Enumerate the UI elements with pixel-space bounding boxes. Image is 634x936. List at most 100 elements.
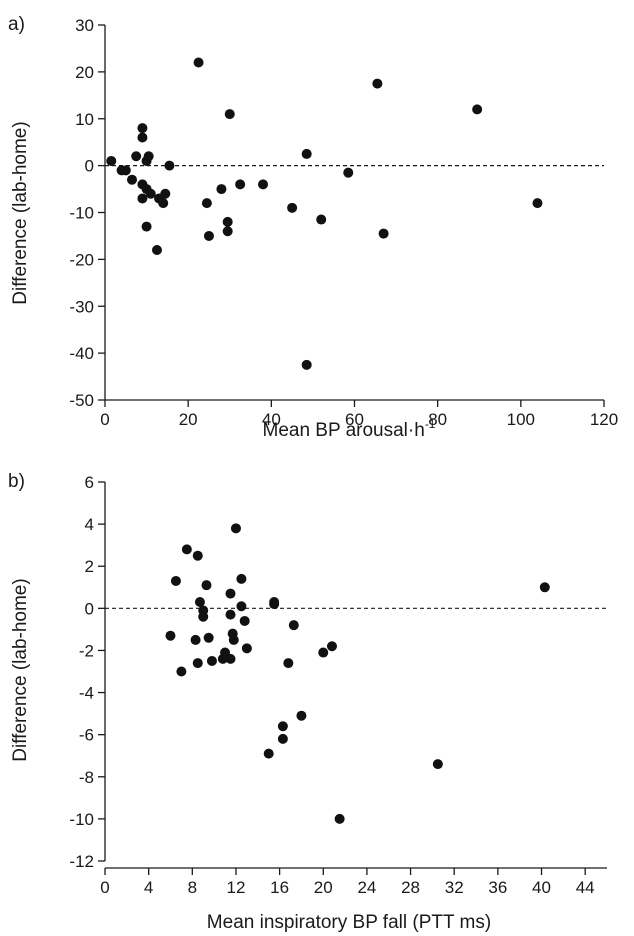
data-point [472, 104, 483, 115]
y-tick-label: 4 [85, 515, 94, 534]
data-point [170, 575, 181, 586]
data-point [203, 632, 214, 643]
x-tick-label: 12 [226, 878, 245, 897]
panel-a-y-axis-title: Difference (lab-home) [10, 121, 31, 304]
data-point [236, 601, 247, 612]
data-point [224, 109, 235, 120]
panel-b-x-axis-title: Mean inspiratory BP fall (PTT ms) [207, 912, 491, 933]
data-point [277, 721, 288, 732]
x-tick-label: 32 [445, 878, 464, 897]
data-point [141, 221, 152, 232]
data-point [190, 634, 201, 645]
data-point [206, 655, 217, 666]
data-point [201, 198, 212, 209]
panel-a-x-axis-title: Mean BP arousal·h-1 [263, 417, 436, 441]
y-tick-label: 0 [85, 157, 94, 176]
data-point [165, 630, 176, 641]
panel-b-y-axis-ticks: 6 4 2 0 -2 -4 -6 -8 -10 -12 [69, 473, 105, 871]
x-tick-label: 20 [314, 878, 333, 897]
data-point [301, 148, 312, 159]
data-point [263, 748, 274, 759]
data-point [192, 550, 203, 561]
data-point [296, 710, 307, 721]
y-tick-label: 30 [75, 16, 94, 35]
data-point [198, 611, 209, 622]
y-tick-label: -40 [69, 344, 94, 363]
panel-b-y-axis-title: Difference (lab-home) [10, 578, 31, 761]
data-point [241, 643, 252, 654]
y-tick-label: -4 [79, 684, 94, 703]
data-point [334, 813, 345, 824]
y-tick-label: -50 [69, 391, 94, 410]
data-point [343, 167, 354, 178]
y-tick-label: -2 [79, 641, 94, 660]
data-point [201, 580, 212, 591]
panel-b-data-points [165, 523, 550, 824]
x-tick-label: 120 [590, 410, 618, 429]
data-point [287, 202, 298, 213]
data-point [230, 523, 241, 534]
panel-a-y-axis-ticks: 30 20 10 0 -10 -20 -30 -40 -50 [69, 16, 105, 410]
data-point [432, 759, 443, 770]
y-tick-label: 2 [85, 557, 94, 576]
y-tick-label: 10 [75, 110, 94, 129]
x-tick-label: 28 [401, 878, 420, 897]
data-point [277, 733, 288, 744]
data-point [193, 57, 204, 68]
data-point [158, 198, 169, 209]
panel-a-x-axis-title-text: Mean BP arousal·h [263, 420, 425, 441]
data-point [120, 165, 131, 176]
panel-a-x-axis-title-superscript: -1 [425, 417, 436, 431]
data-point [288, 620, 299, 631]
data-point [236, 573, 247, 584]
data-point [143, 151, 154, 162]
x-tick-label: 40 [262, 410, 281, 429]
data-point [225, 653, 236, 664]
data-point [269, 597, 280, 608]
data-point [225, 609, 236, 620]
panel-b-x-axis-ticks: 0 4 8 12 16 20 24 28 32 36 40 44 [100, 868, 595, 897]
data-point [176, 666, 187, 677]
data-point [235, 179, 246, 190]
data-point [145, 188, 156, 199]
data-point [160, 188, 171, 199]
x-tick-label: 60 [345, 410, 364, 429]
panel-a-x-axis-ticks: 0 20 40 60 80 100 120 [100, 400, 618, 429]
x-tick-label: 16 [270, 878, 289, 897]
data-point [372, 78, 383, 89]
x-tick-label: 24 [357, 878, 376, 897]
x-tick-label: 20 [179, 410, 198, 429]
data-point [222, 216, 233, 227]
x-tick-label: 100 [507, 410, 535, 429]
data-point [137, 193, 148, 204]
data-point [137, 123, 148, 134]
y-tick-label: -8 [79, 768, 94, 787]
data-point [164, 160, 175, 171]
y-tick-label: 6 [85, 473, 94, 492]
data-point [258, 179, 269, 190]
x-tick-label: 80 [428, 410, 447, 429]
data-point [106, 155, 117, 166]
y-tick-label: 20 [75, 63, 94, 82]
panel-a-data-points [106, 57, 543, 370]
panel-b-label: b) [8, 471, 25, 492]
data-point [151, 245, 162, 255]
data-point [137, 132, 148, 143]
data-point [225, 588, 236, 599]
y-tick-label: -30 [69, 297, 94, 316]
data-point [181, 544, 192, 555]
data-point [301, 359, 312, 370]
x-tick-label: 44 [576, 878, 595, 897]
data-point [228, 634, 239, 645]
y-tick-label: 0 [85, 599, 94, 618]
x-tick-label: 40 [532, 878, 551, 897]
x-tick-label: 36 [488, 878, 507, 897]
x-tick-label: 0 [100, 878, 109, 897]
data-point [216, 184, 227, 195]
y-tick-label: -10 [69, 810, 94, 829]
data-point [316, 214, 327, 225]
y-tick-label: -12 [69, 852, 94, 871]
